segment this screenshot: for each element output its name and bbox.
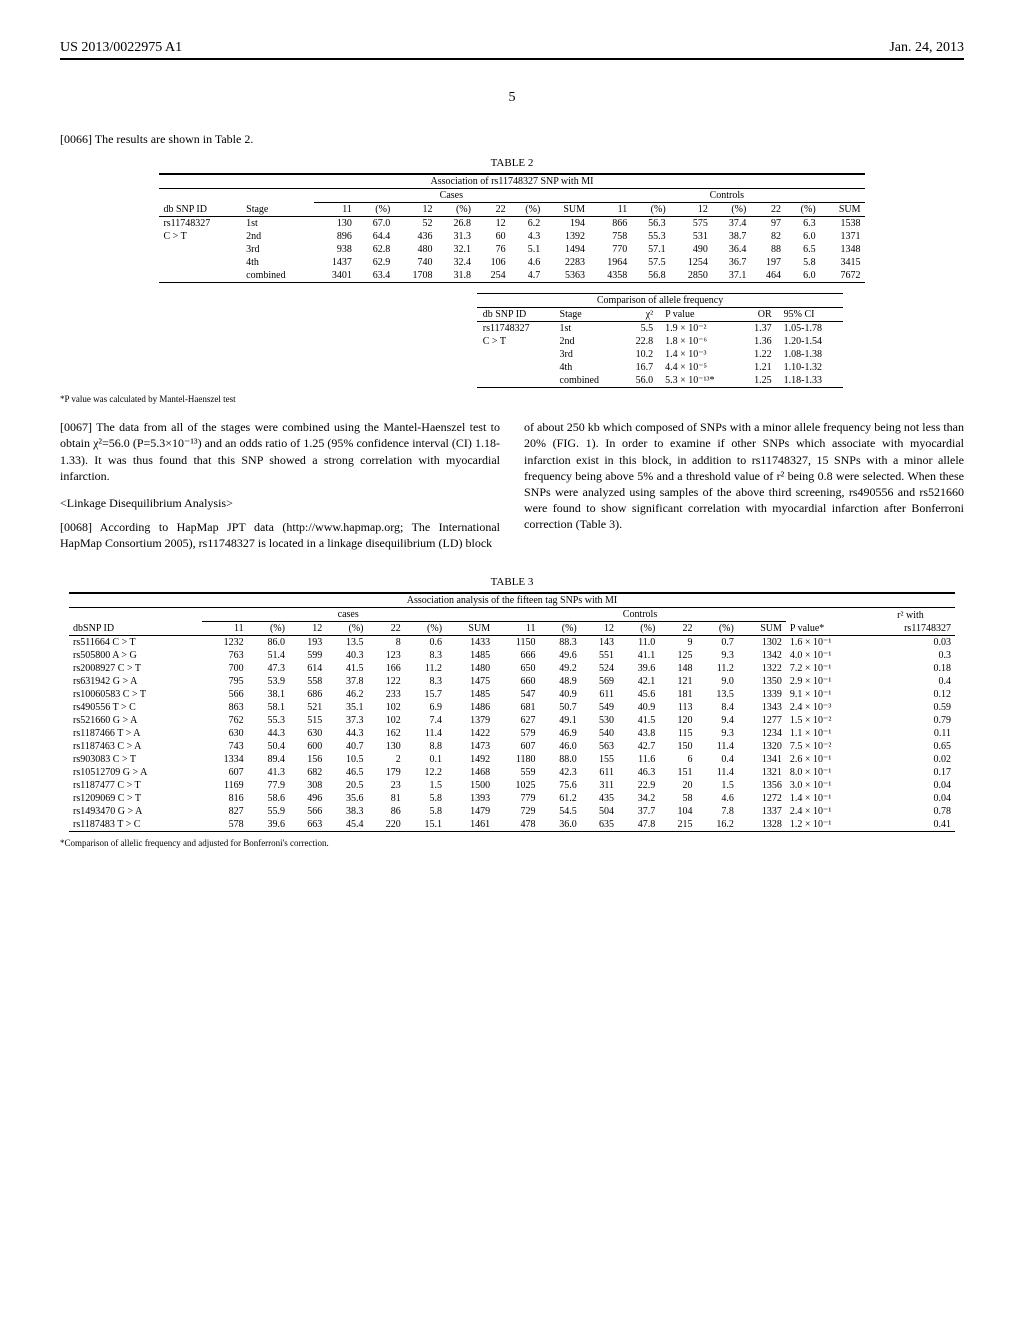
paragraph-68a: [0068] According to HapMap JPT data (htt…: [60, 519, 500, 551]
table-row: rs631942 G > A79553.955837.81228.3147566…: [69, 675, 955, 688]
table2-caption: Association of rs11748327 SNP with MI: [159, 174, 864, 189]
paragraph-68b: of about 250 kb which composed of SNPs w…: [524, 419, 964, 532]
table-row: rs903083 C > T133489.415610.520.11492118…: [69, 753, 955, 766]
paragraph-66: [0066] The results are shown in Table 2.: [60, 131, 964, 147]
table-row: rs1209069 C > T81658.649635.6815.8139377…: [69, 792, 955, 805]
table-row: rs521660 G > A76255.351537.31027.4137962…: [69, 714, 955, 727]
table3-caption: Association analysis of the fifteen tag …: [69, 593, 955, 608]
table2-title: TABLE 2: [60, 157, 964, 169]
table-row: rs117483271st13067.05226.8126.219486656.…: [159, 217, 864, 231]
publication-date: Jan. 24, 2013: [889, 40, 964, 56]
table2-cases-group: Cases: [314, 189, 589, 203]
table2-comparison: Comparison of allele frequency db SNP ID…: [477, 293, 844, 388]
table-row: 3rd93862.848032.1765.1149477057.149036.4…: [159, 243, 864, 256]
table3-cases-group: cases: [202, 608, 494, 622]
table-row: rs1187477 C > T116977.930820.5231.515001…: [69, 779, 955, 792]
table-row: rs490556 T > C86358.152135.11026.9148668…: [69, 701, 955, 714]
table2-controls-group: Controls: [589, 189, 865, 203]
ld-analysis-heading: <Linkage Disequilibrium Analysis>: [60, 496, 500, 511]
table3-footnote: *Comparison of allelic frequency and adj…: [60, 838, 964, 848]
paragraph-67: [0067] The data from all of the stages w…: [60, 419, 500, 484]
table3: Association analysis of the fifteen tag …: [69, 592, 955, 832]
table-row: combined56.05.3 × 10⁻¹³*1.251.18-1.33: [477, 374, 844, 388]
table-row: rs505800 A > G76351.459940.31238.3148566…: [69, 649, 955, 662]
table3-controls-group: Controls: [494, 608, 786, 622]
table-row: rs1187483 T > C57839.666345.422015.11461…: [69, 818, 955, 832]
table-row: combined340163.4170831.82544.75363435856…: [159, 269, 864, 283]
table-row: rs10060583 C > T56638.168646.223315.7148…: [69, 688, 955, 701]
page-header: US 2013/0022975 A1 Jan. 24, 2013: [60, 40, 964, 60]
table2-comp-title: Comparison of allele frequency: [477, 294, 844, 308]
table-row: rs1493470 G > A82755.956638.3865.8147972…: [69, 805, 955, 818]
page-number: 5: [60, 90, 964, 106]
table-row: C > T2nd22.81.8 × 10⁻⁶1.361.20-1.54: [477, 335, 844, 348]
table-row: rs1187463 C > A74350.460040.71308.814736…: [69, 740, 955, 753]
table-row: 3rd10.21.4 × 10⁻³1.221.08-1.38: [477, 348, 844, 361]
table-row: rs117483271st5.51.9 × 10⁻²1.371.05-1.78: [477, 322, 844, 336]
table-row: rs1187466 T > A63044.363044.316211.41422…: [69, 727, 955, 740]
table-row: rs2008927 C > T70047.361441.516611.21480…: [69, 662, 955, 675]
table3-header-row: dbSNP ID 11(%) 12(%) 22(%) SUM 11(%) 12(…: [69, 622, 955, 636]
table-row: rs10512709 G > A60741.368246.517912.2146…: [69, 766, 955, 779]
table3-title: TABLE 3: [60, 576, 964, 588]
table2-header-row: db SNP IDStage 11(%) 12(%) 22(%) SUM 11(…: [159, 203, 864, 217]
table2-main: Association of rs11748327 SNP with MI Ca…: [159, 173, 864, 283]
table2-footnote: *P value was calculated by Mantel-Haensz…: [60, 394, 964, 404]
table-row: C > T2nd89664.443631.3604.3139275855.353…: [159, 230, 864, 243]
table-row: 4th143762.974032.41064.62283196457.51254…: [159, 256, 864, 269]
table-row: rs511664 C > T123286.019313.580.61433115…: [69, 636, 955, 650]
publication-number: US 2013/0022975 A1: [60, 40, 182, 56]
table-row: 4th16.74.4 × 10⁻⁵1.211.10-1.32: [477, 361, 844, 374]
